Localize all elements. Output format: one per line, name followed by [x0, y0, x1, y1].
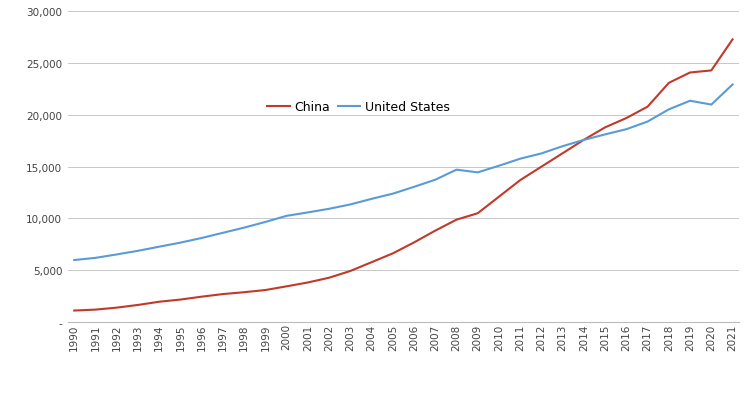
Line: United States: United States [74, 85, 733, 261]
China [728, 38, 737, 43]
Line: China: China [74, 40, 733, 311]
China [69, 308, 78, 313]
China [282, 284, 291, 289]
United States [685, 99, 694, 104]
United States [495, 164, 504, 169]
China [240, 290, 249, 295]
United States [197, 236, 206, 241]
China [516, 178, 525, 183]
China [474, 211, 483, 216]
China [664, 81, 673, 86]
China [367, 260, 376, 265]
United States [409, 185, 418, 190]
United States [240, 225, 249, 230]
United States [431, 178, 440, 183]
United States [155, 244, 164, 249]
China [537, 165, 546, 170]
China [601, 126, 610, 131]
United States [622, 128, 631, 133]
United States [346, 202, 355, 207]
United States [601, 133, 610, 138]
China [133, 303, 143, 308]
United States [69, 258, 78, 263]
China [622, 116, 631, 121]
United States [452, 168, 461, 173]
China [91, 307, 100, 312]
China [388, 251, 397, 256]
China [706, 69, 716, 74]
United States [324, 207, 333, 212]
United States [176, 240, 185, 245]
China [579, 138, 588, 143]
United States [133, 249, 143, 254]
United States [643, 120, 652, 125]
China [558, 152, 567, 157]
China [409, 240, 418, 245]
United States [728, 83, 737, 88]
United States [579, 138, 588, 143]
United States [112, 252, 121, 257]
United States [219, 231, 228, 236]
United States [367, 197, 376, 202]
China [176, 297, 185, 302]
United States [474, 171, 483, 176]
China [219, 292, 228, 297]
China [155, 299, 164, 304]
United States [282, 214, 291, 219]
United States [537, 152, 546, 157]
China [261, 288, 270, 293]
China [685, 71, 694, 76]
China [431, 229, 440, 234]
United States [388, 192, 397, 197]
China [495, 195, 504, 200]
China [643, 105, 652, 110]
United States [261, 220, 270, 225]
China [346, 269, 355, 274]
China [452, 218, 461, 223]
China [112, 306, 121, 311]
China [324, 275, 333, 280]
United States [303, 211, 312, 216]
United States [706, 103, 716, 108]
United States [664, 108, 673, 113]
United States [516, 157, 525, 162]
Legend: China, United States: China, United States [262, 96, 455, 119]
China [303, 280, 312, 285]
United States [558, 145, 567, 150]
China [197, 294, 206, 299]
United States [91, 256, 100, 261]
